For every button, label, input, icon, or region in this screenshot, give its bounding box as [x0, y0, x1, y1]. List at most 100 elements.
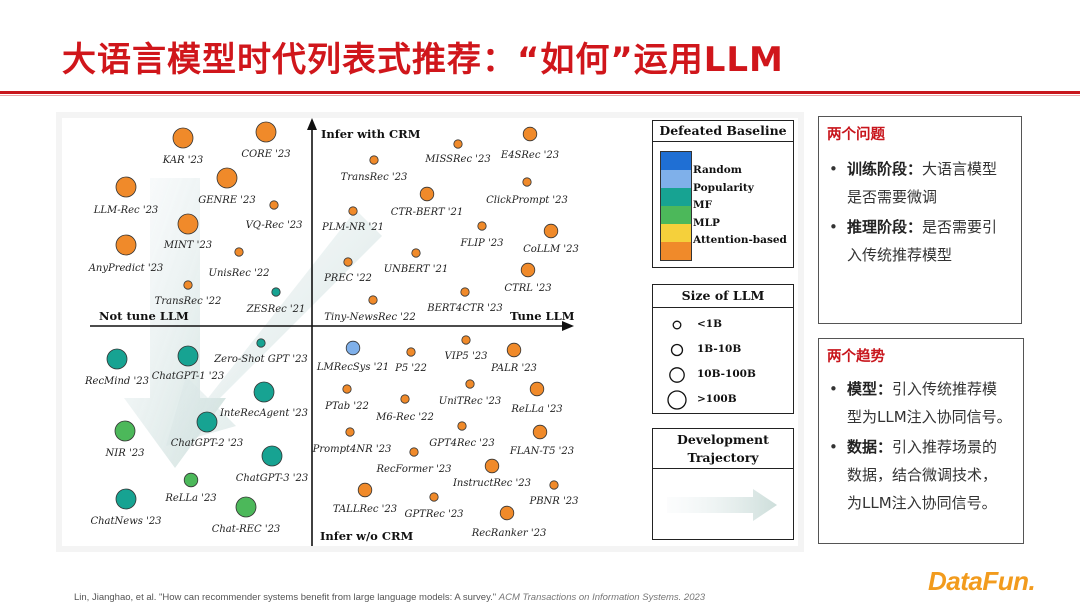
swatch-mf — [661, 188, 691, 206]
size-label-10b-100b: 10B-100B — [697, 368, 756, 380]
trend-data-label: 数据： — [847, 438, 893, 456]
swatch-random — [661, 152, 691, 170]
model-label-chatgpt-3-23: ChatGPT-3 '23 — [236, 473, 309, 484]
model-dot-recranker-23 — [499, 505, 515, 521]
model-dot-ctrl-23 — [520, 262, 536, 278]
model-dot-chatnews-23 — [115, 488, 137, 510]
model-dot-plm-nr-21 — [348, 206, 358, 216]
citation-text: Lin, Jianghao, et al. "How can recommend… — [74, 592, 499, 603]
model-dot-prec-22 — [343, 257, 353, 267]
model-dot-mint-23 — [177, 213, 199, 235]
model-label-vip5-23: VIP5 '23 — [445, 351, 488, 362]
model-label-chat-rec-23: Chat-REC '23 — [212, 524, 281, 535]
model-label-nir-23: NIR '23 — [105, 448, 145, 459]
model-dot-genre-23 — [216, 167, 238, 189]
title-divider-thin — [0, 95, 1080, 96]
trajectory-arrows — [124, 178, 382, 468]
trend-item-data: • 数据：引入推荐场景的 — [829, 433, 997, 461]
axis-label-right: Tune LLM — [510, 309, 575, 323]
trajectory-arrow-left — [124, 178, 226, 468]
model-label-chatgpt-2-23: ChatGPT-2 '23 — [171, 438, 244, 449]
trend-model-label: 模型： — [847, 380, 893, 398]
model-dot-ptab-22 — [342, 384, 352, 394]
model-label-ctrl-23: CTRL '23 — [504, 283, 551, 294]
swatch-popularity — [661, 170, 691, 188]
model-label-tallrec-23: TALLRec '23 — [333, 504, 397, 515]
model-label-palr-23: PALR '23 — [490, 363, 537, 374]
model-label-gpt4rec-23: GPT4Rec '23 — [429, 438, 494, 449]
legend-item-mf: MF — [693, 199, 713, 211]
model-label-ptab-22: PTab '22 — [324, 401, 369, 412]
model-label-unbert-21: UNBERT '21 — [384, 264, 449, 275]
model-label-lmrecsys-21: LMRecSys '21 — [316, 362, 389, 373]
model-label-p5-22: P5 '22 — [394, 363, 427, 374]
model-dot-tiny-newsrec-22 — [368, 295, 378, 305]
size-circle-lt1b — [672, 320, 682, 330]
model-label-core-23: CORE '23 — [241, 149, 290, 160]
model-label-recmind-23: RecMind '23 — [84, 376, 149, 387]
model-dot-clickprompt-23 — [522, 177, 532, 187]
model-label-zero-shot-gpt-23: Zero-Shot GPT '23 — [213, 354, 308, 365]
model-dot-collm-23 — [543, 223, 559, 239]
model-label-tiny-newsrec-22: Tiny-NewsRec '22 — [324, 312, 415, 323]
model-label-clickprompt-23: ClickPrompt '23 — [486, 195, 568, 206]
problem-inference-text: 是否需要引 — [922, 218, 998, 236]
model-dot-gpt4rec-23 — [457, 421, 467, 431]
model-label-prompt4nr-23: Prompt4NR '23 — [312, 444, 392, 455]
model-dot-flan-t5-23 — [532, 424, 548, 440]
model-dot-transrec-22 — [183, 280, 193, 290]
model-label-chatnews-23: ChatNews '23 — [90, 516, 161, 527]
model-nodes: KAR '23 CORE '23 LLM-Rec '23 GENRE '23 VQ-Re… — [84, 121, 579, 539]
size-legend-circles — [667, 320, 687, 410]
model-label-anypredict-23: AnyPredict '23 — [88, 263, 164, 274]
model-label-rella-23: ReLLa '23 — [510, 404, 562, 415]
trends-box: 两个趋势 • 模型：引入传统推荐模 型为LLM注入协同信号。 • 数据：引入推荐场景… — [818, 338, 1024, 544]
model-dot-vip5-23 — [461, 335, 471, 345]
legend-item-attention: Attention-based — [693, 234, 787, 246]
model-label-prec-22: PREC '22 — [323, 273, 372, 284]
model-label-collm-23: CoLLM '23 — [523, 244, 579, 255]
model-dot-e4srec-23 — [522, 126, 538, 142]
model-dot-zesrec-21 — [271, 287, 281, 297]
model-label-interecagent-23: InteRecAgent '23 — [219, 408, 308, 419]
model-label-recformer-23: RecFormer '23 — [375, 464, 451, 475]
page-title: 大语言模型时代列表式推荐：“如何”运用LLM — [62, 40, 784, 80]
trends-heading: 两个趋势 — [827, 349, 885, 365]
model-label-flip-23: FLIP '23 — [460, 238, 504, 249]
swatch-mlp — [661, 206, 691, 224]
size-label-1b-10b: 1B-10B — [697, 343, 742, 355]
model-dot-interecagent-23 — [253, 381, 275, 403]
model-dot-nir-23 — [114, 420, 136, 442]
model-dot-transrec-23 — [369, 155, 379, 165]
size-circle-gt100b — [667, 390, 687, 410]
model-dot-anypredict-23 — [115, 234, 137, 256]
model-dot-m6-rec-22 — [400, 394, 410, 404]
model-dot-zero-shot-gpt-23 — [256, 338, 266, 348]
quadrant-axes — [90, 118, 574, 546]
title-divider — [0, 91, 1080, 94]
model-label-missrec-23: MISSRec '23 — [424, 154, 490, 165]
legend-color-bar — [660, 151, 692, 261]
model-dot-prompt4nr-23 — [345, 427, 355, 437]
model-dot-bert4ctr-23 — [460, 287, 470, 297]
model-dot-chat-rec-23 — [235, 496, 257, 518]
model-label-chatgpt-1-23: ChatGPT-1 '23 — [152, 371, 225, 382]
legend-item-popularity: Popularity — [693, 182, 754, 194]
model-dot-unisrec-22 — [234, 247, 244, 257]
model-dot-recformer-23 — [409, 447, 419, 457]
model-dot-unitrec-23 — [465, 379, 475, 389]
model-label-mint-23: MINT '23 — [163, 240, 212, 251]
bullet-dot: • — [829, 160, 838, 178]
problem-inference-label: 推理阶段： — [847, 218, 923, 236]
bullet-dot: • — [829, 380, 838, 398]
model-label-e4srec-23: E4SRec '23 — [500, 150, 559, 161]
model-dot-unbert-21 — [411, 248, 421, 258]
legend-trajectory-title: Development Trajectory — [653, 429, 793, 469]
model-label-vq-rec-23: VQ-Rec '23 — [246, 220, 303, 231]
model-dot-palr-23 — [506, 342, 522, 358]
model-label-ctr-bert-21: CTR-BERT '21 — [391, 207, 464, 218]
axis-label-left: Not tune LLM — [99, 309, 189, 323]
model-label-zesrec-21: ZESRec '21 — [246, 304, 306, 315]
model-dot-instructrec-23 — [484, 458, 500, 474]
model-label-gptrec-23: GPTRec '23 — [404, 509, 463, 520]
